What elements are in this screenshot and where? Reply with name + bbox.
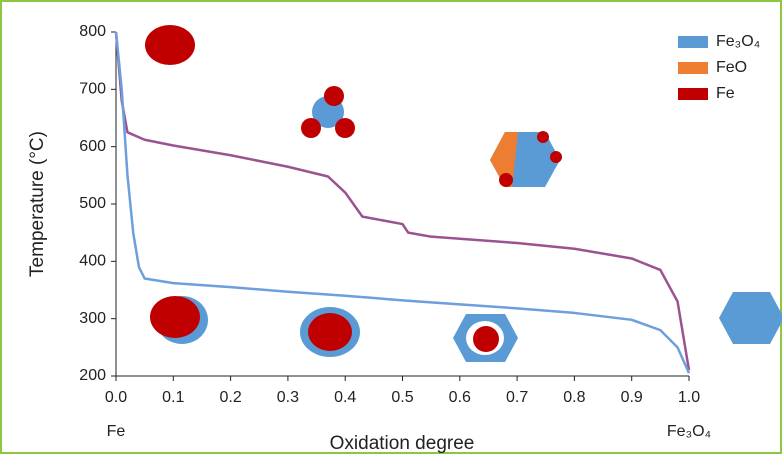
icons xyxy=(145,25,782,362)
x-tick-label: 0.2 xyxy=(219,389,241,406)
x-tick-label: 0.3 xyxy=(277,389,299,406)
x-tick-label: 0.0 xyxy=(105,389,127,406)
legend-label: Fe xyxy=(716,85,735,102)
y-tick-label: 400 xyxy=(79,253,106,270)
y-axis-title: Temperature (°C) xyxy=(27,131,48,277)
x-tick-label: 0.8 xyxy=(563,389,585,406)
x-tick-label: 0.9 xyxy=(621,389,643,406)
y-tick-label: 500 xyxy=(79,195,106,212)
legend-label: Fe₃O₄ xyxy=(716,33,760,50)
legend-swatch xyxy=(678,36,708,48)
y-tick-label: 800 xyxy=(79,23,106,40)
legend-label: FeO xyxy=(716,59,747,76)
x-tick-label: 1.0 xyxy=(678,389,700,406)
y-tick-label: 300 xyxy=(79,310,106,327)
x-tick-label: 0.4 xyxy=(334,389,356,406)
x-tick-label: 0.6 xyxy=(449,389,471,406)
annotation: Fe xyxy=(107,423,126,440)
legend-swatch xyxy=(678,62,708,74)
y-tick-label: 700 xyxy=(79,81,106,98)
line xyxy=(114,31,691,374)
x-tick-label: 0.1 xyxy=(162,389,184,406)
y-tick-label: 600 xyxy=(79,138,106,155)
y-tick-label: 200 xyxy=(79,367,106,384)
x-tick-label: 0.7 xyxy=(506,389,528,406)
annotation: Fe₃O₄ xyxy=(667,423,711,440)
line xyxy=(114,31,691,371)
legend-swatch xyxy=(678,88,708,100)
x-axis-title: Oxidation degree xyxy=(330,433,475,454)
x-tick-label: 0.5 xyxy=(391,389,413,406)
